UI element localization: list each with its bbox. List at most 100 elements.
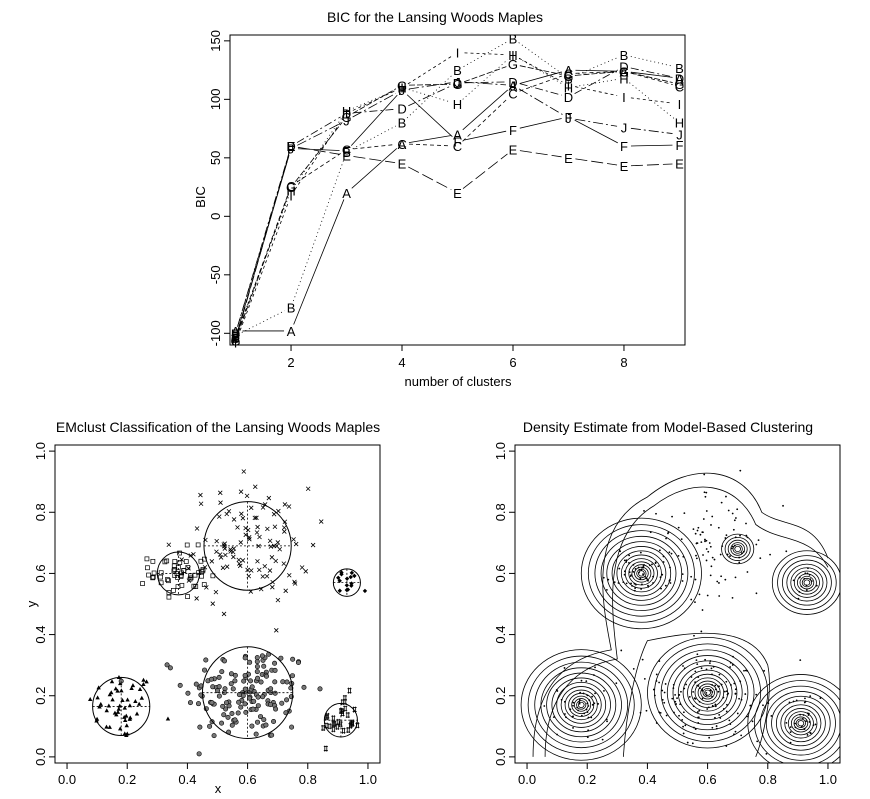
density-point bbox=[622, 581, 625, 584]
density-point bbox=[625, 561, 628, 563]
class-point-square bbox=[146, 572, 151, 578]
density-point bbox=[729, 723, 732, 726]
bic-line-segment bbox=[574, 57, 618, 76]
density-point bbox=[579, 691, 582, 694]
bic-line-segment bbox=[464, 52, 507, 55]
density-point bbox=[720, 683, 723, 686]
class-point-circle-dot bbox=[216, 693, 222, 699]
density-point bbox=[658, 660, 661, 662]
density-point bbox=[696, 684, 699, 687]
contour-line bbox=[721, 533, 755, 565]
density-point bbox=[745, 522, 747, 525]
bic-line-segment bbox=[297, 123, 341, 146]
density-point bbox=[806, 734, 809, 736]
density-point bbox=[815, 584, 818, 587]
contour-line bbox=[577, 701, 585, 708]
density-point bbox=[588, 667, 591, 670]
bic-line-segment bbox=[352, 92, 397, 118]
density-point bbox=[634, 568, 637, 570]
class-point-circle-dot bbox=[280, 679, 286, 685]
density-point bbox=[802, 714, 805, 716]
contour-line bbox=[620, 554, 662, 593]
bic-point-label: B bbox=[231, 329, 240, 344]
class-point-x bbox=[241, 469, 247, 474]
class-point-circle-dot bbox=[255, 694, 261, 700]
bic-point-label: G bbox=[619, 64, 629, 79]
density-point bbox=[655, 680, 658, 682]
density-point bbox=[642, 573, 644, 576]
class-point-x bbox=[281, 561, 287, 566]
class-point-square bbox=[140, 581, 145, 586]
bic-point-label: J bbox=[621, 120, 628, 135]
density-point bbox=[602, 576, 605, 579]
density-point bbox=[618, 567, 621, 570]
density-point bbox=[819, 697, 822, 700]
density-point bbox=[757, 539, 760, 542]
class-point-circle-dot bbox=[209, 700, 215, 706]
density-point bbox=[641, 566, 644, 569]
density-point bbox=[705, 668, 708, 671]
density-point bbox=[798, 576, 801, 579]
density-point bbox=[576, 706, 579, 709]
density-point bbox=[809, 695, 812, 698]
density-point bbox=[617, 582, 620, 584]
bic-point-label: F bbox=[232, 331, 240, 346]
density-point bbox=[634, 587, 636, 589]
bic-series-D: D D D D D D D D D bbox=[231, 60, 684, 342]
class-point-hash bbox=[327, 723, 332, 730]
density-point bbox=[586, 711, 589, 714]
ytick-label: 0.0 bbox=[33, 748, 48, 766]
contour-line bbox=[730, 542, 745, 556]
density-point bbox=[628, 554, 631, 557]
bic-line-segment bbox=[408, 135, 451, 144]
class-point-circle-dot bbox=[259, 653, 265, 659]
bic-plot-frame bbox=[229, 34, 686, 346]
bic-point-label: C bbox=[397, 137, 406, 152]
density-point bbox=[663, 701, 666, 704]
class-point-circle-dot bbox=[250, 706, 256, 712]
xtick-label: 0.6 bbox=[239, 772, 257, 787]
density-point bbox=[682, 555, 685, 558]
density-point bbox=[680, 690, 682, 693]
density-point bbox=[805, 584, 808, 587]
bic-ytick-label: 150 bbox=[208, 30, 223, 52]
ytick-label: 0.2 bbox=[493, 687, 508, 705]
density-point bbox=[697, 526, 700, 529]
bic-line-segment bbox=[295, 122, 343, 182]
bic-line-segment bbox=[293, 158, 345, 302]
contour-line bbox=[799, 575, 815, 590]
density-point bbox=[585, 708, 588, 711]
density-point bbox=[726, 703, 728, 706]
contour-line bbox=[647, 636, 769, 749]
density-point bbox=[736, 712, 739, 715]
density-point bbox=[694, 601, 696, 603]
density-point bbox=[803, 577, 806, 580]
class-point-diamond bbox=[336, 575, 341, 580]
density-point bbox=[789, 741, 792, 744]
bic-line-segment bbox=[519, 118, 562, 129]
class-point-triangle bbox=[129, 686, 134, 691]
class-point-circle-dot bbox=[249, 723, 255, 729]
density-point bbox=[749, 704, 752, 707]
density-point bbox=[692, 691, 695, 693]
density-point bbox=[634, 583, 637, 586]
class-point-x bbox=[266, 495, 272, 501]
xtick-label: 0.0 bbox=[518, 772, 536, 787]
density-point bbox=[809, 578, 812, 581]
class-point-hash bbox=[349, 721, 354, 728]
class-point-circle-dot bbox=[185, 690, 191, 696]
density-point bbox=[794, 722, 797, 725]
class-point-circle-dot bbox=[232, 717, 238, 723]
bic-line-segment bbox=[296, 153, 341, 183]
bic-point-label: G bbox=[452, 77, 462, 92]
contour-line bbox=[777, 555, 837, 610]
density-point bbox=[785, 722, 788, 724]
bic-point-label: I bbox=[400, 81, 404, 96]
density-point bbox=[623, 573, 626, 576]
contour-line bbox=[771, 550, 840, 615]
bic-series-C: C C C C C C C C C bbox=[231, 64, 684, 346]
density-point bbox=[690, 575, 693, 578]
bic-line-segment bbox=[630, 56, 673, 67]
density-point bbox=[711, 673, 713, 676]
bic-point-label: J bbox=[288, 141, 295, 156]
